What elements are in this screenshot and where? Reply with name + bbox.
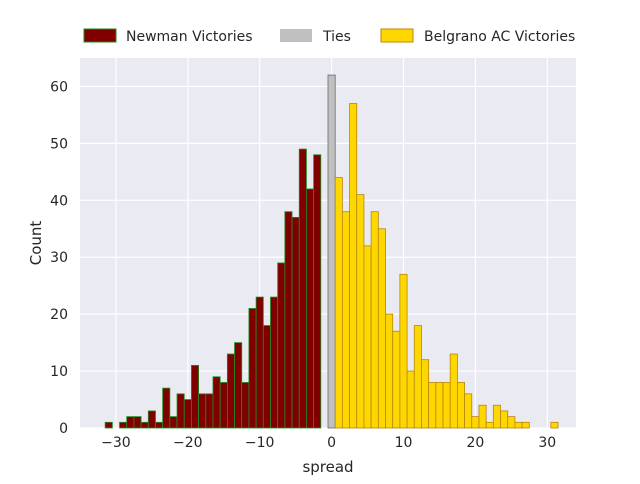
x-tick-label: 0 (327, 435, 336, 451)
belgrano-bar (449, 353, 458, 429)
belgrano-bar (349, 103, 358, 429)
legend-label-newman: Newman Victories (126, 29, 253, 45)
x-tick-label: −20 (173, 435, 203, 451)
belgrano-bar (507, 416, 516, 429)
belgrano-bar (370, 211, 379, 429)
newman-bar (133, 416, 142, 429)
belgrano-bar (550, 421, 559, 429)
belgrano-bar (435, 382, 444, 429)
belgrano-bar (442, 382, 451, 429)
newman-bar (176, 393, 185, 429)
belgrano-bar (492, 404, 501, 429)
belgrano-bar (399, 273, 408, 429)
belgrano-bar (392, 330, 401, 429)
newman-bar (262, 325, 271, 429)
newman-bar (226, 353, 235, 429)
belgrano-bar (421, 359, 430, 429)
newman-bar (104, 421, 113, 429)
belgrano-bar (478, 404, 487, 429)
belgrano-bar (377, 228, 386, 429)
x-axis-label: spread (302, 458, 353, 476)
belgrano-bar (406, 370, 415, 429)
newman-bar (241, 382, 250, 429)
newman-bar (183, 399, 192, 429)
legend-label-belgrano: Belgrano AC Victories (424, 29, 575, 45)
x-tick-label: −10 (245, 435, 275, 451)
newman-bar (119, 421, 128, 429)
histogram-bars (104, 74, 559, 429)
belgrano-bar (464, 393, 473, 429)
belgrano-bar (428, 382, 437, 429)
newman-bar (255, 296, 264, 429)
belgrano-bar (413, 325, 422, 429)
belgrano-bar (471, 416, 480, 429)
belgrano-bar (521, 421, 530, 429)
tie-bar (327, 74, 336, 429)
y-tick-label: 50 (50, 136, 68, 152)
y-tick-label: 40 (50, 193, 68, 209)
belgrano-bar (356, 194, 365, 429)
y-tick-label: 0 (59, 421, 68, 437)
newman-bar (212, 376, 221, 429)
newman-bar (155, 421, 164, 429)
belgrano-bar (500, 410, 509, 429)
x-tick-label: 30 (538, 435, 556, 451)
newman-bar (219, 382, 228, 429)
belgrano-bar (514, 421, 523, 429)
belgrano-bar (485, 421, 494, 429)
newman-bar (234, 342, 243, 429)
newman-bar (313, 154, 322, 429)
y-tick-label: 20 (50, 307, 68, 323)
newman-bar (162, 387, 171, 429)
belgrano-bar (363, 245, 372, 429)
y-axis-label: Count (27, 221, 45, 266)
x-tick-label: 20 (466, 435, 484, 451)
belgrano-bar (456, 382, 465, 429)
legend-swatch-ties (280, 29, 312, 42)
newman-bar (140, 421, 149, 429)
legend-label-ties: Ties (322, 29, 351, 45)
y-tick-label: 30 (50, 250, 68, 266)
x-tick-label: −30 (101, 435, 131, 451)
newman-bar (126, 416, 135, 429)
belgrano-bar (385, 313, 394, 429)
newman-bar (306, 188, 315, 429)
newman-bar (284, 211, 293, 429)
newman-bar (191, 364, 200, 429)
newman-bar (198, 393, 207, 429)
newman-bar (298, 148, 307, 429)
newman-bar (270, 296, 279, 429)
legend-swatch-newman (83, 28, 117, 43)
newman-bar (248, 308, 257, 429)
x-tick-label: 10 (395, 435, 413, 451)
newman-bar (169, 416, 178, 429)
legend-swatch-belgrano (380, 28, 414, 43)
newman-bar (205, 393, 214, 429)
belgrano-bar (334, 177, 343, 429)
belgrano-bar (341, 211, 350, 429)
y-tick-label: 10 (50, 364, 68, 380)
tick-labels: −30 −20 −10 0 10 20 30 0 10 20 30 40 50 60 (50, 79, 556, 451)
newman-bar (291, 216, 300, 429)
newman-bar (147, 410, 156, 429)
y-tick-label: 60 (50, 79, 68, 95)
newman-bar (277, 262, 286, 429)
legend: Newman Victories Ties Belgrano AC Victor… (83, 28, 575, 45)
